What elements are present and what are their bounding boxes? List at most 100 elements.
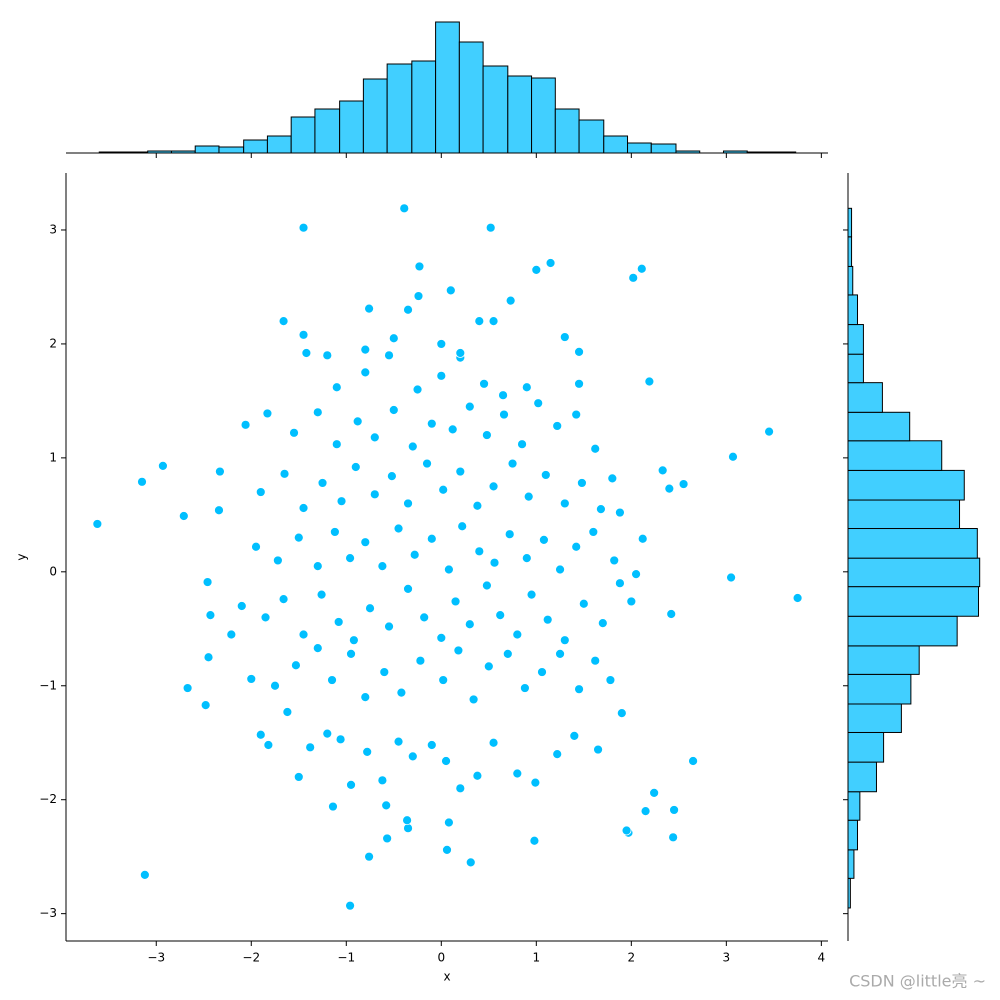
scatter-point (438, 484, 449, 495)
histogram-bar (531, 77, 556, 154)
scatter-point (526, 589, 537, 600)
scatter-point (350, 462, 361, 472)
scatter-point (559, 498, 570, 509)
scatter-point (402, 815, 412, 826)
scatter-point (382, 833, 393, 844)
x-tick-label: −1 (337, 951, 355, 965)
histogram-bar (627, 142, 652, 154)
scatter-point (322, 350, 333, 361)
scatter-point (263, 740, 274, 750)
scatter-point (445, 285, 456, 296)
y-tick-label: 0 (49, 564, 57, 578)
scatter-point (393, 523, 404, 534)
scatter-point (502, 648, 513, 659)
histogram-bar (362, 78, 388, 154)
scatter-point (301, 348, 312, 358)
scatter-point (539, 535, 549, 545)
scatter-point (668, 832, 679, 843)
scatter-point (664, 483, 675, 494)
histogram-bar (435, 21, 460, 154)
histogram-bar (847, 265, 854, 296)
scatter-point (384, 350, 394, 361)
scatter-point (555, 564, 565, 575)
scatter-point (214, 505, 224, 516)
scatter-point (441, 756, 451, 766)
scatter-point (666, 609, 677, 619)
histogram-bar (314, 108, 341, 154)
histogram-bar (847, 324, 864, 355)
histogram-bar (847, 849, 855, 879)
scatter-point (436, 339, 447, 349)
scatter-point (419, 612, 430, 623)
scatter-point (331, 439, 342, 450)
scatter-point (609, 555, 620, 566)
scatter-point (482, 580, 492, 591)
scatter-point (472, 500, 483, 511)
scatter-point (726, 572, 736, 583)
histogram-bar (771, 151, 797, 154)
histogram-bar (847, 207, 853, 238)
histogram-bar (847, 411, 911, 442)
scatter-point (489, 557, 500, 568)
scatter-point (178, 511, 189, 521)
x-tick-label: −3 (147, 951, 165, 965)
scatter-point (362, 746, 373, 757)
scatter-point (426, 740, 437, 750)
scatter-point (360, 344, 371, 355)
scatter-point (388, 333, 399, 344)
histogram-bar (98, 151, 124, 154)
scatter-point (688, 756, 698, 766)
histogram-bar (847, 557, 981, 588)
scatter-point (436, 633, 447, 643)
histogram-bar (290, 116, 316, 154)
histogram-bar (847, 499, 961, 530)
scatter-point (552, 421, 563, 431)
scatter-point (593, 744, 603, 755)
scatter-point (407, 751, 418, 762)
scatter-point (260, 612, 271, 623)
scatter-point (246, 674, 257, 684)
scatter-point (588, 527, 599, 537)
scatter-point (139, 870, 150, 880)
scatter-point (388, 405, 399, 415)
histogram-bar (266, 135, 292, 154)
scatter-point (444, 817, 454, 828)
histogram-bar (675, 150, 701, 154)
scatter-point (578, 598, 589, 609)
scatter-point (552, 749, 563, 760)
scatter-point (182, 683, 193, 693)
scatter-point (333, 617, 344, 627)
scatter-point (360, 692, 371, 703)
histogram-bar (458, 41, 484, 154)
scatter-point (346, 779, 356, 790)
scatter-point (348, 635, 359, 646)
histogram-bar (847, 703, 902, 733)
scatter-point (455, 783, 466, 794)
scatter-point (255, 487, 266, 497)
scatter-point (571, 541, 582, 552)
scatter-point (590, 655, 601, 666)
scatter-point (291, 660, 301, 671)
scatter-point (200, 700, 211, 711)
scatter-point (92, 519, 103, 529)
histogram-bar (847, 382, 883, 413)
scatter-point (464, 401, 475, 412)
scatter-point (236, 601, 247, 611)
scatter-point (278, 594, 289, 605)
scatter-point (399, 203, 410, 214)
scatter-point (298, 222, 309, 233)
scatter-point (278, 316, 289, 327)
scatter-point (474, 546, 485, 557)
scatter-point (298, 329, 309, 340)
scatter-point (521, 382, 532, 393)
scatter-point (365, 603, 375, 614)
scatter-point (512, 629, 523, 640)
scatter-point (465, 857, 476, 868)
scatter-point (403, 304, 413, 315)
y-tick-label: 1 (49, 450, 57, 464)
histogram-bar (847, 645, 920, 675)
scatter-point (482, 430, 492, 440)
scatter-point (393, 736, 404, 747)
scatter-point (597, 618, 608, 628)
